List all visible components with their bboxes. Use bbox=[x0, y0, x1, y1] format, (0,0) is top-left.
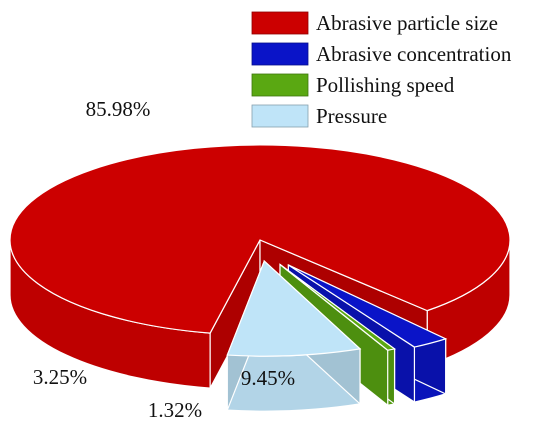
data-label-3: 1.32% bbox=[148, 398, 202, 422]
pie-slice-1-top bbox=[9, 144, 511, 334]
legend-item-4: Pressure bbox=[251, 104, 387, 128]
pie-slices bbox=[9, 144, 511, 412]
data-label-2: 3.25% bbox=[33, 365, 87, 389]
legend-item-3: Pollishing speed bbox=[251, 73, 455, 97]
legend-swatch-2 bbox=[251, 42, 309, 66]
legend-label-3: Pollishing speed bbox=[316, 73, 455, 97]
legend-item-1: Abrasive particle size bbox=[251, 11, 498, 35]
legend-item-2: Abrasive concentration bbox=[251, 42, 512, 66]
pie-slice-4 bbox=[226, 259, 362, 412]
legend-label-4: Pressure bbox=[316, 104, 387, 128]
data-label-4: 9.45% bbox=[241, 366, 295, 390]
data-label-1: 85.98% bbox=[86, 97, 151, 121]
legend-swatch-3 bbox=[251, 73, 309, 97]
pie-slice-4-top bbox=[226, 260, 362, 357]
legend-swatch-4 bbox=[251, 104, 309, 128]
pie-slice-2-top bbox=[288, 264, 448, 348]
legend-swatch-1 bbox=[251, 11, 309, 35]
legend-label-1: Abrasive particle size bbox=[316, 11, 498, 35]
legend-label-2: Abrasive concentration bbox=[316, 42, 512, 66]
data-labels: 85.98% 3.25% 1.32% 9.45% bbox=[33, 97, 295, 422]
legend: Abrasive particle size Abrasive concentra… bbox=[251, 11, 512, 128]
pie-slice-3-top bbox=[279, 264, 397, 351]
